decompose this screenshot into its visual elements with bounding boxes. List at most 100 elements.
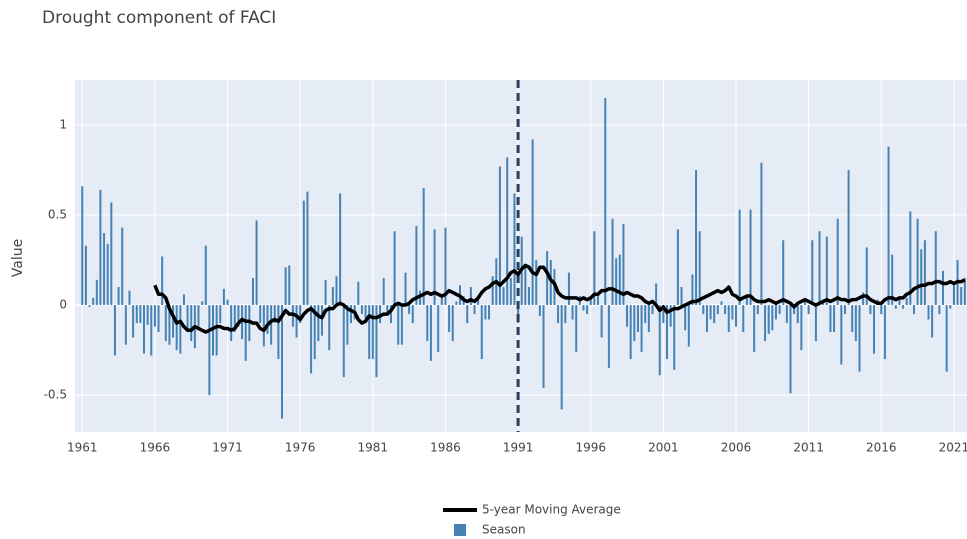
moving-average-line bbox=[153, 263, 966, 334]
bar bbox=[408, 305, 411, 315]
bar bbox=[284, 267, 287, 306]
bar bbox=[916, 218, 919, 306]
bar bbox=[571, 305, 574, 320]
bar bbox=[473, 305, 476, 315]
bar bbox=[262, 305, 265, 347]
bar bbox=[745, 296, 748, 306]
bar bbox=[382, 278, 385, 306]
bar bbox=[422, 188, 425, 306]
bar bbox=[371, 305, 374, 360]
x-tick-label: 1981 bbox=[358, 441, 389, 455]
bar bbox=[560, 305, 563, 410]
bar bbox=[829, 305, 832, 333]
bar bbox=[680, 287, 683, 306]
bar bbox=[139, 305, 142, 324]
bar bbox=[942, 270, 945, 306]
bar bbox=[702, 305, 705, 315]
bar bbox=[259, 305, 262, 324]
bar bbox=[655, 283, 658, 306]
y-tick-label: 1 bbox=[59, 118, 67, 132]
bar bbox=[502, 287, 505, 306]
bar bbox=[466, 305, 469, 324]
x-tick-label: 1966 bbox=[140, 441, 171, 455]
bar bbox=[593, 231, 596, 306]
bar bbox=[506, 157, 509, 306]
bar bbox=[785, 305, 788, 324]
bar bbox=[705, 305, 708, 333]
bar bbox=[782, 240, 785, 306]
bar bbox=[106, 243, 109, 306]
bar bbox=[629, 305, 632, 360]
bar bbox=[662, 305, 665, 324]
bar bbox=[230, 305, 233, 342]
bar bbox=[357, 281, 360, 306]
bar bbox=[720, 301, 723, 306]
bar bbox=[426, 305, 429, 342]
bar bbox=[771, 305, 774, 331]
bar bbox=[320, 305, 323, 336]
bar bbox=[669, 305, 672, 327]
bar bbox=[168, 305, 171, 345]
bar bbox=[796, 305, 799, 324]
bar bbox=[793, 305, 796, 315]
bar bbox=[509, 278, 512, 306]
bar bbox=[132, 305, 135, 338]
bar bbox=[484, 305, 487, 320]
bar bbox=[589, 297, 592, 306]
bar bbox=[960, 287, 963, 306]
bar bbox=[172, 305, 175, 338]
bar bbox=[469, 287, 472, 306]
bar bbox=[310, 305, 313, 374]
bar bbox=[549, 260, 552, 306]
bar bbox=[124, 305, 127, 345]
x-tick-label: 2021 bbox=[939, 441, 967, 455]
bar bbox=[724, 305, 727, 315]
bar bbox=[150, 305, 153, 356]
bar bbox=[302, 200, 305, 306]
bar bbox=[480, 305, 483, 360]
bar bbox=[626, 305, 629, 327]
bar bbox=[945, 305, 948, 372]
x-tick-label: 1971 bbox=[212, 441, 243, 455]
bar bbox=[440, 296, 443, 306]
bar bbox=[153, 305, 156, 327]
bar bbox=[684, 305, 687, 331]
bar bbox=[749, 209, 752, 306]
bar bbox=[756, 305, 759, 315]
bar bbox=[898, 297, 901, 306]
bar bbox=[121, 227, 124, 306]
bar bbox=[208, 305, 211, 396]
bar bbox=[807, 305, 810, 315]
bar bbox=[840, 305, 843, 365]
bar bbox=[742, 305, 745, 333]
bar bbox=[912, 305, 915, 315]
bar bbox=[760, 162, 763, 306]
bar bbox=[244, 305, 247, 361]
bar bbox=[400, 305, 403, 345]
y-tick-label: 0 bbox=[59, 298, 67, 312]
bar bbox=[673, 305, 676, 370]
bar bbox=[804, 299, 807, 306]
x-tick-label: 2006 bbox=[721, 441, 752, 455]
bar bbox=[887, 146, 890, 306]
bar bbox=[687, 305, 690, 347]
bar bbox=[847, 170, 850, 306]
x-tick-label: 1991 bbox=[503, 441, 534, 455]
bar bbox=[270, 305, 273, 345]
bar bbox=[197, 305, 200, 327]
bar bbox=[375, 305, 378, 378]
bar bbox=[491, 276, 494, 306]
bar bbox=[615, 258, 618, 306]
bar bbox=[346, 305, 349, 345]
bar bbox=[299, 305, 302, 324]
bar bbox=[433, 229, 436, 306]
bar bbox=[415, 225, 418, 306]
bar bbox=[488, 305, 491, 320]
chart-title: Drought component of FACI bbox=[42, 8, 276, 28]
bar bbox=[640, 305, 643, 352]
bar bbox=[204, 245, 207, 306]
bar bbox=[186, 305, 189, 333]
bar bbox=[179, 305, 182, 354]
bar bbox=[735, 305, 738, 327]
bar bbox=[190, 305, 193, 342]
